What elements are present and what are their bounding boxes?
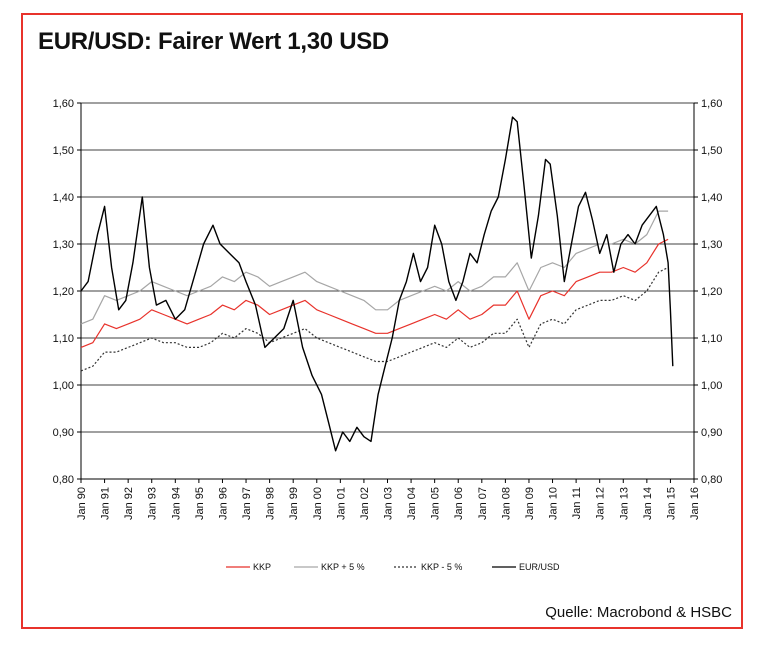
x-tick-label: Jan 10 [548, 487, 560, 520]
y-tick-label-right: 1,00 [701, 380, 722, 392]
y-tick-label-left: 0,80 [53, 474, 74, 486]
y-tick-label-left: 1,10 [53, 333, 74, 345]
legend-label-0: KKP [253, 562, 271, 572]
y-tick-label-left: 1,40 [53, 192, 74, 204]
x-tick-label: Jan 00 [312, 487, 324, 520]
y-tick-label-right: 1,10 [701, 333, 722, 345]
legend-label-3: EUR/USD [519, 562, 560, 572]
chart-frame [21, 13, 743, 629]
series-lines [80, 116, 674, 452]
x-tick-label: Jan 99 [288, 487, 300, 520]
y-tick-label-left: 1,00 [53, 380, 74, 392]
y-tick-label-right: 1,30 [701, 239, 722, 251]
x-tick-label: Jan 94 [170, 487, 182, 520]
x-tick-label: Jan 12 [595, 487, 607, 520]
x-tick-label: Jan 90 [76, 487, 88, 520]
series-line-0 [80, 238, 669, 348]
y-tick-label-right: 0,90 [701, 427, 722, 439]
x-tick-label: Jan 93 [147, 487, 159, 520]
series-line-2 [80, 266, 669, 372]
y-axis-left-ticks: 0,80 0,90 1,00 1,10 1,20 1,30 1,40 1,50 1,60 [53, 98, 81, 486]
series-line-3 [80, 116, 674, 452]
x-tick-label: Jan 06 [453, 487, 465, 520]
x-tick-label: Jan 04 [406, 487, 418, 520]
y-tick-label-left: 1,30 [53, 239, 74, 251]
x-tick-label: Jan 05 [430, 487, 442, 520]
x-tick-label: Jan 92 [123, 487, 135, 520]
x-tick-label: Jan 02 [359, 487, 371, 520]
x-tick-label: Jan 96 [217, 487, 229, 520]
y-tick-label-right: 1,40 [701, 192, 722, 204]
legend: KKP KKP + 5 % KKP - 5 % EUR/USD [226, 562, 560, 572]
legend-label-2: KKP - 5 % [421, 562, 462, 572]
x-axis-ticks: Jan 90 Jan 91 Jan 92 Jan 93 Jan 94 Jan 95 Jan … [76, 479, 701, 520]
series-line-1 [80, 210, 669, 325]
chart-title: EUR/USD: Fairer Wert 1,30 USD [38, 28, 389, 55]
y-tick-label-right: 1,60 [701, 98, 722, 110]
gridlines [81, 102, 694, 480]
x-tick-label: Jan 98 [265, 487, 277, 520]
x-tick-label: Jan 01 [335, 487, 347, 520]
x-tick-label: Jan 13 [618, 487, 630, 520]
x-tick-label: Jan 95 [194, 487, 206, 520]
x-tick-label: Jan 03 [383, 487, 395, 520]
x-tick-label: Jan 11 [571, 487, 583, 519]
y-axis-right-ticks: 0,80 0,90 1,00 1,10 1,20 1,30 1,40 1,50 1,60 [694, 98, 722, 486]
source-note: Quelle: Macrobond & HSBC [545, 604, 732, 621]
x-tick-label: Jan 09 [524, 487, 536, 520]
x-tick-label: Jan 07 [477, 487, 489, 520]
x-tick-label: Jan 16 [689, 487, 701, 520]
x-tick-label: Jan 97 [241, 487, 253, 520]
y-tick-label-left: 1,60 [53, 98, 74, 110]
y-tick-label-left: 0,90 [53, 427, 74, 439]
x-tick-label: Jan 08 [500, 487, 512, 520]
y-tick-label-left: 1,20 [53, 286, 74, 298]
x-tick-label: Jan 15 [665, 487, 677, 520]
y-tick-label-right: 1,50 [701, 145, 722, 157]
legend-label-1: KKP + 5 % [321, 562, 365, 572]
y-tick-label-right: 0,80 [701, 474, 722, 486]
x-tick-label: Jan 14 [642, 487, 654, 520]
y-tick-label-right: 1,20 [701, 286, 722, 298]
y-tick-label-left: 1,50 [53, 145, 74, 157]
x-tick-label: Jan 91 [100, 487, 112, 520]
